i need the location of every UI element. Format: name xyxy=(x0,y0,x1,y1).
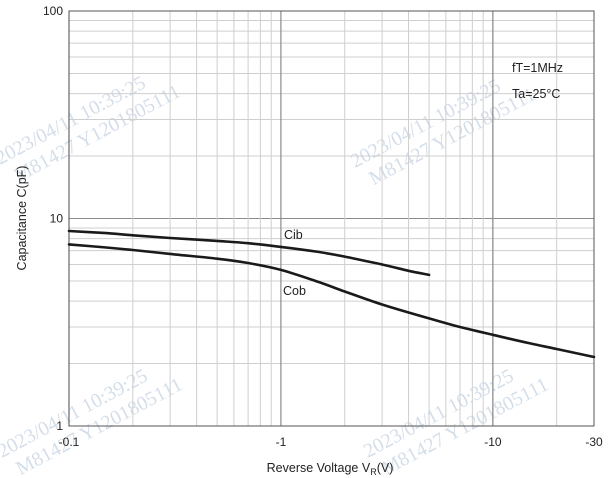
series-label-cob: Cob xyxy=(283,284,306,298)
series-line-cob xyxy=(67,243,596,359)
x-tick-label: -30 xyxy=(585,435,603,449)
x-tick-label: -0.1 xyxy=(59,435,80,449)
plot-frame xyxy=(68,10,595,427)
conditions-box: fT=1MHz Ta=25°C xyxy=(512,61,563,101)
y-tick-label: 10 xyxy=(50,212,64,226)
y-axis-title: Capacitance C(pF) xyxy=(15,166,29,271)
y-tick-label: 100 xyxy=(43,4,63,18)
series-label-cib: Cib xyxy=(284,228,303,242)
x-axis-title-unit: (V) xyxy=(377,461,394,475)
x-tick-label: -1 xyxy=(276,435,287,449)
x-axis-title: Reverse Voltage VR(V) xyxy=(267,461,394,477)
condition-temperature: Ta=25°C xyxy=(512,87,560,101)
series-line-cib xyxy=(67,229,431,277)
x-tick-label: -10 xyxy=(484,435,502,449)
series-layer xyxy=(67,229,596,359)
y-tick-label: 1 xyxy=(56,419,63,433)
tick-labels: -0.1 -1 -10 -30 1 10 100 xyxy=(43,4,603,449)
x-axis-title-main: Reverse Voltage V xyxy=(267,461,371,475)
x-axis-title-sub: R xyxy=(370,467,377,477)
condition-frequency: fT=1MHz xyxy=(512,61,563,75)
